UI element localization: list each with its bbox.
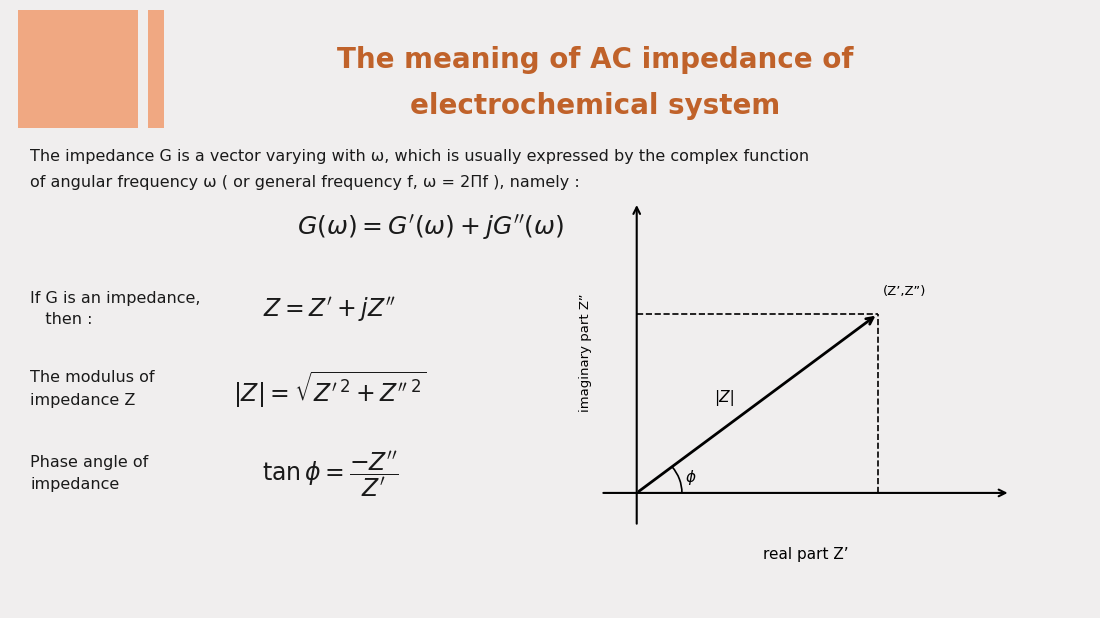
Text: |Z|: |Z| xyxy=(714,390,735,406)
Text: impedance Z: impedance Z xyxy=(30,392,135,407)
Text: $|Z| = \sqrt{Z'^{\,2} + Z''^{\,2}}$: $|Z| = \sqrt{Z'^{\,2} + Z''^{\,2}}$ xyxy=(233,370,427,410)
Text: real part Z’: real part Z’ xyxy=(762,547,848,562)
Text: then :: then : xyxy=(30,313,92,328)
Text: (Z’,Z”): (Z’,Z”) xyxy=(882,286,926,298)
Text: imaginary part Z”: imaginary part Z” xyxy=(579,294,592,412)
Text: $\tan\phi = \dfrac{-Z''}{Z'}$: $\tan\phi = \dfrac{-Z''}{Z'}$ xyxy=(262,449,398,499)
Text: of angular frequency ω ( or general frequency f, ω = 2Πf ), namely :: of angular frequency ω ( or general freq… xyxy=(30,176,580,190)
Bar xyxy=(18,10,138,128)
Text: impedance: impedance xyxy=(30,478,119,493)
Bar xyxy=(148,10,164,128)
Text: If G is an impedance,: If G is an impedance, xyxy=(30,290,200,305)
Text: ϕ: ϕ xyxy=(686,470,696,485)
Text: $Z = Z'+ jZ''$: $Z = Z'+ jZ''$ xyxy=(263,295,397,324)
Text: The modulus of: The modulus of xyxy=(30,371,154,386)
Text: Phase angle of: Phase angle of xyxy=(30,455,148,470)
Text: electrochemical system: electrochemical system xyxy=(410,92,780,120)
Text: $G(\omega) = G'(\omega) + jG''(\omega)$: $G(\omega) = G'(\omega) + jG''(\omega)$ xyxy=(297,213,563,242)
Text: The impedance G is a vector varying with ω, which is usually expressed by the co: The impedance G is a vector varying with… xyxy=(30,148,810,164)
Text: The meaning of AC impedance of: The meaning of AC impedance of xyxy=(337,46,854,74)
